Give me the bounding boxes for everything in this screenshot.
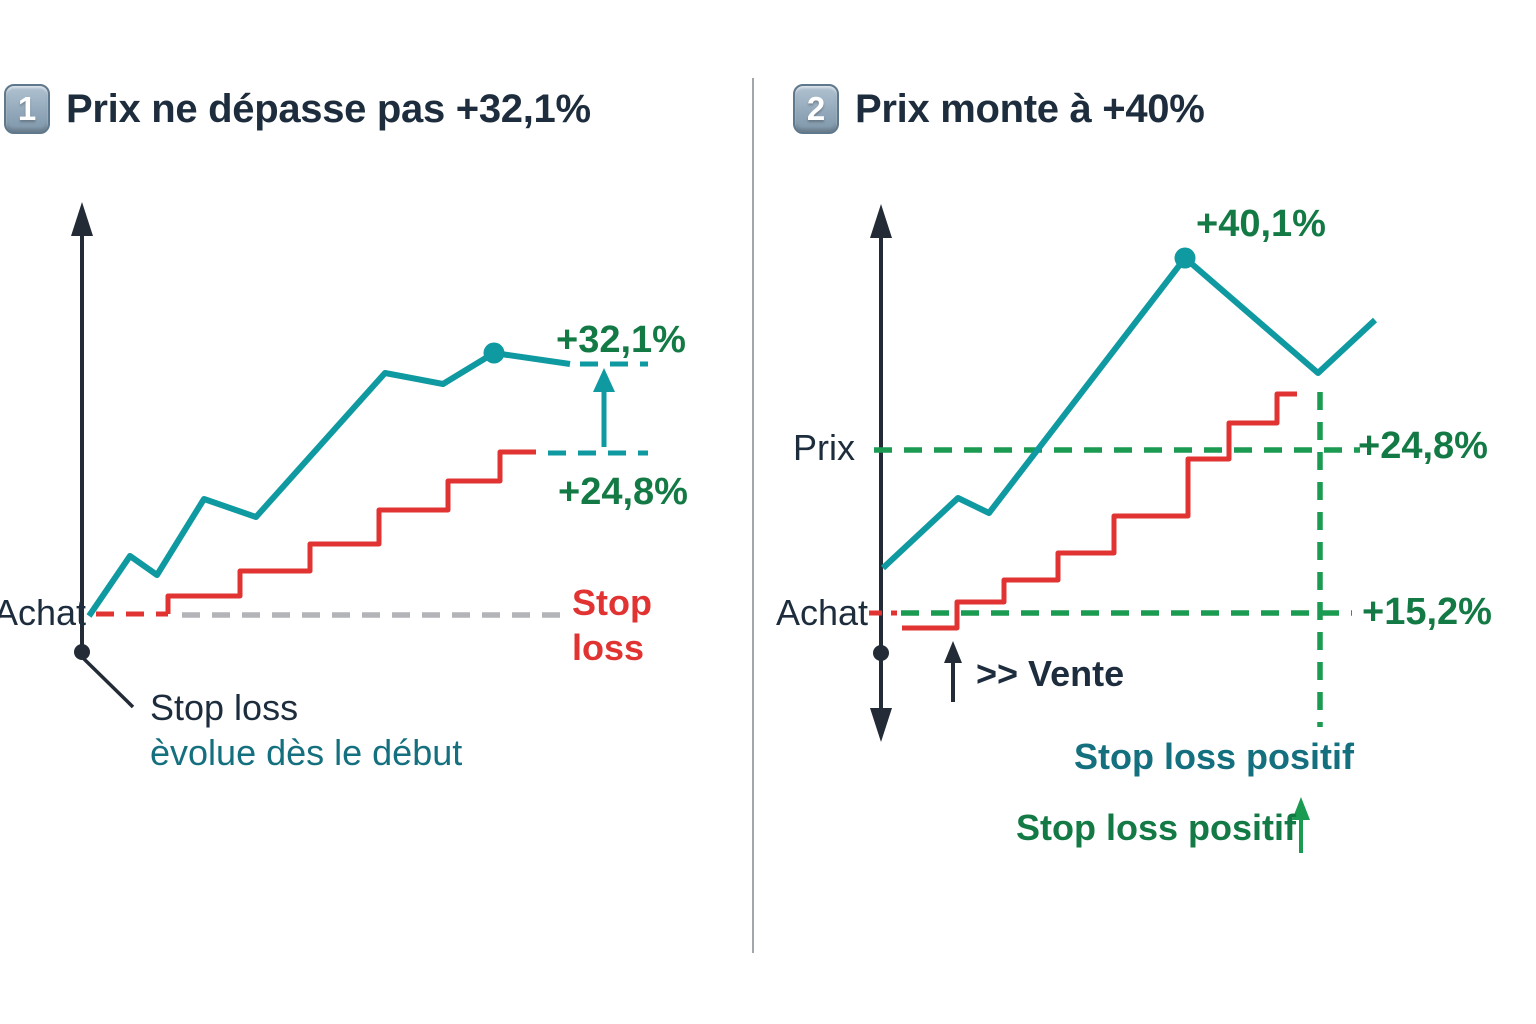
- vente-up-arrow-icon: [944, 641, 962, 663]
- right-chart: [869, 204, 1378, 853]
- right-entry-stop-percent-label: +15,2%: [1362, 591, 1492, 633]
- right-title-text: Prix monte à +40%: [855, 86, 1205, 131]
- keycap-1-badge: 1: [4, 84, 50, 134]
- left-price-line: [86, 350, 571, 618]
- left-gap-up-arrow-icon: [593, 368, 615, 392]
- left-stoploss-staircase-line: [165, 449, 536, 614]
- left-trailing-stop-percent-label: +24,8%: [558, 471, 688, 513]
- keycap-2-badge: 2: [793, 84, 839, 134]
- left-peak-percent-label: +32,1%: [556, 319, 686, 361]
- left-buy-point-dot: [74, 644, 90, 660]
- right-sell-percent-label: +24,8%: [1358, 425, 1488, 467]
- stop-positif-up-arrow-icon: [1292, 797, 1310, 820]
- right-buy-point-dot: [873, 645, 889, 661]
- right-achat-label: Achat: [775, 592, 868, 633]
- left-panel-title: 1 Prix ne dépasse pas +32,1%: [4, 82, 591, 136]
- left-callout-connector: [81, 656, 135, 709]
- right-axis-down-arrow-icon: [870, 708, 892, 742]
- left-peak-dot: [483, 342, 505, 364]
- right-peak-dot: [1174, 247, 1196, 269]
- right-prix-label: Prix: [793, 427, 855, 468]
- left-title-text: Prix ne dépasse pas +32,1%: [66, 86, 591, 131]
- right-panel-title: 2 Prix monte à +40%: [793, 82, 1205, 136]
- right-vente-label: >> Vente: [976, 653, 1125, 694]
- left-callout-subtitle: èvolue dès le début: [150, 732, 463, 773]
- left-axis-up-arrow-icon: [71, 202, 93, 236]
- right-stop-positif-teal-label: Stop loss positif: [1074, 736, 1355, 777]
- left-achat-label: Achat: [0, 592, 86, 633]
- left-callout-title: Stop loss: [150, 687, 299, 728]
- right-peak-percent-label: +40,1%: [1196, 203, 1326, 245]
- right-stoploss-staircase-line: [902, 391, 1297, 631]
- right-price-line: [880, 255, 1378, 571]
- left-chart: [71, 202, 648, 709]
- right-stop-positif-green-label: Stop loss positif: [1016, 807, 1297, 848]
- left-stoploss-right-label: Stop loss: [572, 582, 652, 668]
- right-axis-up-arrow-icon: [870, 204, 892, 238]
